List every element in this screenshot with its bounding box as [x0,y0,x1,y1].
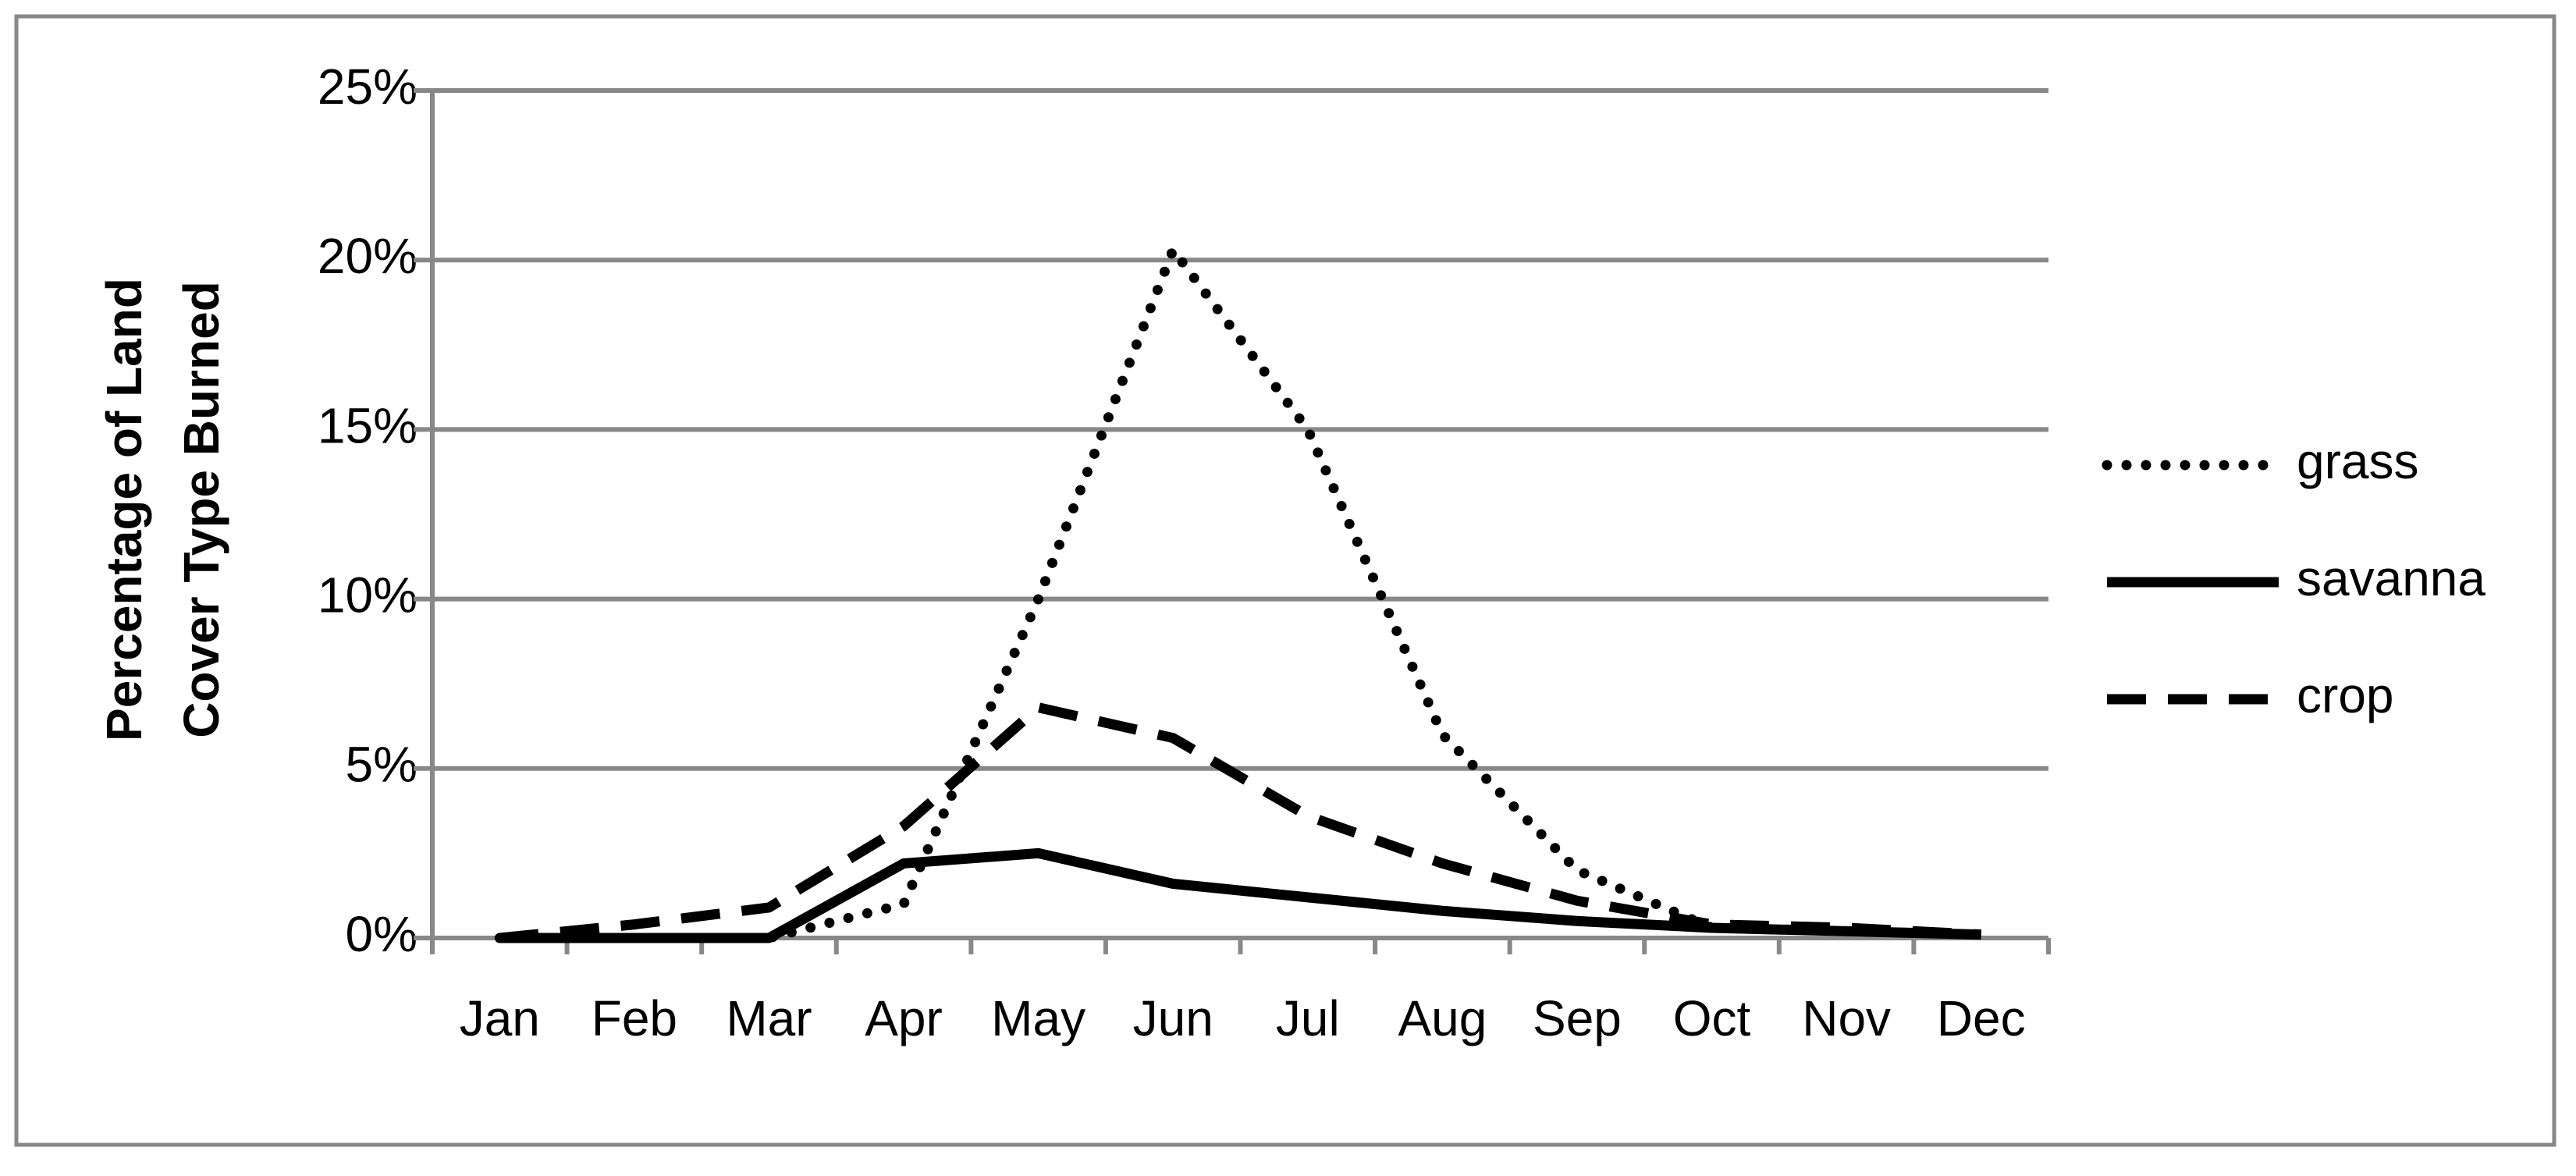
x-tick-label: Aug [1398,990,1487,1046]
y-tick-label: 15% [318,397,417,453]
x-tick-label: Oct [1673,990,1751,1046]
y-tick-label: 20% [318,228,417,284]
y-axis-title: Percentage of Land Cover Type Burned [96,278,229,741]
x-tick-label: May [991,990,1085,1046]
y-axis-title-line: Percentage of Land [96,278,152,741]
y-tick-label: 5% [346,737,418,793]
x-tick-label: Apr [865,990,943,1046]
x-tick-label: Jun [1133,990,1213,1046]
series-line [499,702,1982,943]
x-tick-label: Dec [1937,990,2026,1046]
x-tick-label: Jul [1276,990,1340,1046]
y-tick-label: 0% [346,906,418,962]
x-tick-label: Mar [726,990,812,1046]
legend-label: savanna [2297,550,2485,606]
legend-label: grass [2297,433,2419,489]
x-tick-label: Feb [592,990,677,1046]
x-tick-label: Sep [1533,990,1622,1046]
y-tick-label: 10% [318,567,417,624]
series-line [494,244,1987,943]
x-tick-label: Jan [460,990,540,1046]
x-tick-label: Nov [1802,990,1891,1046]
y-tick-label: 25% [318,59,417,115]
y-axis-title-line: Cover Type Burned [173,281,229,738]
legend-label: crop [2297,667,2394,723]
